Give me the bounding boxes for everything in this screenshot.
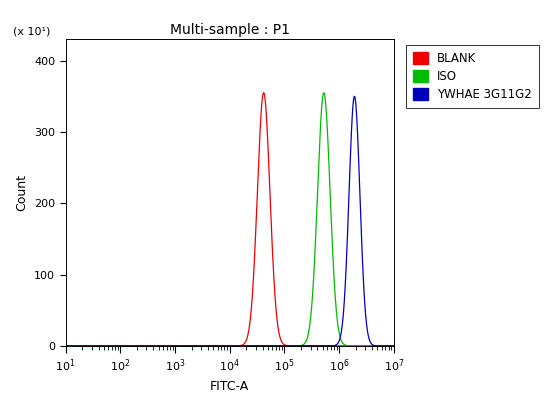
- ISO: [257, 343, 263, 348]
- YWHAE 3G11G2: [62, 343, 69, 348]
- YWHAE 3G11G2: [323, 343, 330, 348]
- Text: (x 10¹): (x 10¹): [13, 26, 50, 36]
- YWHAE 3G11G2: [351, 94, 358, 99]
- Line: BLANK: BLANK: [66, 93, 394, 346]
- YWHAE 3G11G2: [181, 343, 188, 348]
- ISO: [321, 90, 327, 95]
- BLANK: [62, 343, 69, 348]
- ISO: [391, 343, 397, 348]
- ISO: [306, 328, 312, 333]
- ISO: [323, 112, 330, 117]
- ISO: [271, 343, 277, 348]
- X-axis label: FITC-A: FITC-A: [210, 380, 249, 393]
- BLANK: [391, 343, 397, 348]
- YWHAE 3G11G2: [306, 343, 312, 348]
- ISO: [181, 343, 188, 348]
- YWHAE 3G11G2: [271, 343, 277, 348]
- YWHAE 3G11G2: [391, 343, 397, 348]
- BLANK: [260, 90, 267, 95]
- Legend: BLANK, ISO, YWHAE 3G11G2: BLANK, ISO, YWHAE 3G11G2: [406, 45, 539, 108]
- BLANK: [257, 133, 263, 138]
- Y-axis label: Count: Count: [15, 174, 28, 211]
- BLANK: [181, 343, 188, 348]
- YWHAE 3G11G2: [79, 343, 85, 348]
- BLANK: [271, 281, 277, 286]
- BLANK: [323, 343, 330, 348]
- Line: YWHAE 3G11G2: YWHAE 3G11G2: [66, 96, 394, 346]
- BLANK: [306, 343, 312, 348]
- ISO: [62, 343, 69, 348]
- ISO: [79, 343, 85, 348]
- YWHAE 3G11G2: [257, 343, 263, 348]
- BLANK: [79, 343, 85, 348]
- Title: Multi-sample : P1: Multi-sample : P1: [170, 23, 290, 37]
- Line: ISO: ISO: [66, 93, 394, 346]
